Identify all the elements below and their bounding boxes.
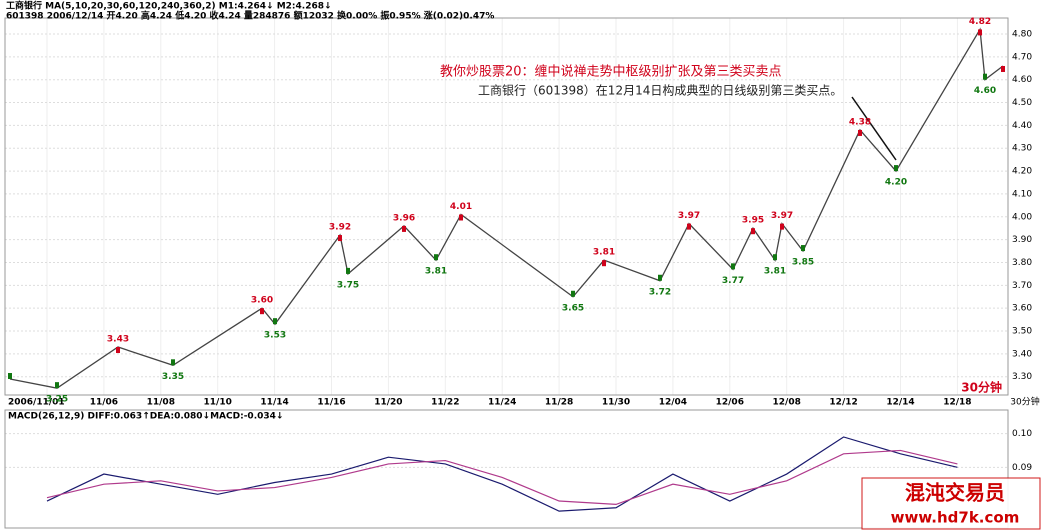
candle	[171, 359, 175, 366]
value-label: 3.25	[46, 395, 68, 405]
candle	[602, 260, 606, 267]
y-tick-label: 4.40	[1012, 121, 1032, 131]
x-tick-label: 11/20	[374, 398, 402, 408]
x-tick-label: 12/18	[943, 398, 971, 408]
y-tick-label: 0.10	[1012, 429, 1032, 439]
header-macd: MACD(26,12,9) DIFF:0.063↑DEA:0.080↓MACD:…	[8, 412, 283, 422]
candle	[658, 274, 662, 281]
x-tick-label: 11/24	[488, 398, 516, 408]
candle	[116, 347, 120, 354]
header-quote: 601398 2006/12/14 开4.20 高4.24 低4.20 收4.2…	[6, 10, 494, 22]
value-label: 3.97	[678, 211, 700, 221]
y-tick-label: 4.20	[1012, 167, 1032, 177]
value-label: 4.82	[969, 17, 991, 27]
candle	[434, 254, 438, 261]
x-tick-label: 11/14	[260, 398, 288, 408]
candle	[731, 263, 735, 270]
macd-panel	[4, 409, 1009, 529]
candle	[978, 29, 982, 36]
macd-line	[46, 436, 958, 512]
value-label: 4.01	[450, 202, 472, 212]
y-tick-label: 4.60	[1012, 75, 1032, 85]
x-tick-label: 11/10	[204, 398, 232, 408]
y-tick-label: 4.80	[1012, 29, 1032, 39]
candle	[273, 318, 277, 325]
y-tick-label: 4.30	[1012, 144, 1032, 154]
value-label: 4.38	[849, 117, 871, 127]
y-tick-label: 0.09	[1012, 463, 1032, 473]
watermark-box	[861, 477, 1041, 530]
value-label: 3.65	[562, 303, 584, 313]
value-label: 3.60	[251, 296, 273, 306]
value-label: 4.60	[974, 86, 996, 96]
x-tick-label: 11/22	[431, 398, 459, 408]
value-label: 3.77	[722, 276, 744, 286]
y-tick-label: 4.10	[1012, 189, 1032, 199]
y-tick-label: 3.70	[1012, 281, 1032, 291]
annotation-title: 教你炒股票20：缠中说禅走势中枢级别扩张及第三类买卖点	[440, 64, 782, 80]
x-tick-label: 12/08	[773, 398, 801, 408]
axis-period: 30分钟	[1010, 396, 1039, 408]
x-tick-label: 2006/11/01	[8, 398, 65, 408]
candle	[338, 235, 342, 242]
value-label: 3.85	[792, 258, 814, 268]
watermark-name: 混沌交易员	[905, 481, 1005, 505]
period-label: 30分钟	[961, 380, 1002, 395]
candle	[346, 267, 350, 274]
value-label: 3.35	[162, 372, 184, 382]
y-tick-label: 3.30	[1012, 372, 1032, 382]
x-tick-label: 12/04	[659, 398, 687, 408]
candle	[858, 129, 862, 136]
watermark-url: www.hd7k.com	[891, 509, 1020, 527]
candle	[402, 225, 406, 232]
y-tick-label: 4.00	[1012, 212, 1032, 222]
value-label: 3.81	[593, 248, 615, 258]
value-label: 3.97	[771, 211, 793, 221]
x-tick-label: 11/06	[90, 398, 118, 408]
candle	[751, 228, 755, 235]
y-tick-label: 3.90	[1012, 235, 1032, 245]
candle	[773, 254, 777, 261]
x-tick-label: 11/16	[317, 398, 345, 408]
main-panel	[4, 17, 1009, 396]
x-tick-label: 11/28	[545, 398, 573, 408]
value-label: 3.81	[764, 267, 786, 277]
y-tick-label: 3.80	[1012, 258, 1032, 268]
value-label: 3.95	[742, 216, 764, 226]
value-label: 3.53	[264, 331, 286, 341]
value-label: 3.96	[393, 213, 415, 223]
y-tick-label: 3.50	[1012, 327, 1032, 337]
value-label: 3.43	[107, 335, 129, 345]
candle	[894, 165, 898, 172]
candle	[8, 373, 12, 380]
candle	[459, 214, 463, 221]
value-label: 3.75	[337, 280, 359, 290]
x-tick-label: 12/06	[716, 398, 744, 408]
header-ma: 工商银行 MA(5,10,20,30,60,120,240,360,2) M1:…	[6, 0, 332, 12]
candle	[571, 290, 575, 297]
value-label: 4.20	[885, 178, 907, 188]
annotation-text: 工商银行（601398）在12月14日构成典型的日线级别第三类买点。	[478, 83, 842, 98]
candle	[687, 223, 691, 230]
y-tick-label: 4.70	[1012, 52, 1032, 62]
value-label: 3.81	[425, 267, 447, 277]
candle	[801, 245, 805, 252]
candle	[1001, 65, 1005, 72]
value-label: 3.72	[649, 287, 671, 297]
macd-line	[46, 449, 958, 506]
candle	[260, 308, 264, 315]
x-tick-label: 11/08	[147, 398, 175, 408]
candle	[983, 73, 987, 80]
x-tick-label: 12/12	[829, 398, 857, 408]
candle	[55, 382, 59, 389]
value-label: 3.92	[329, 223, 351, 233]
candle	[780, 223, 784, 230]
arrow	[851, 96, 897, 161]
y-tick-label: 4.50	[1012, 98, 1032, 108]
x-tick-label: 12/14	[886, 398, 914, 408]
y-tick-label: 3.60	[1012, 304, 1032, 314]
y-tick-label: 3.40	[1012, 349, 1032, 359]
x-tick-label: 11/30	[602, 398, 630, 408]
